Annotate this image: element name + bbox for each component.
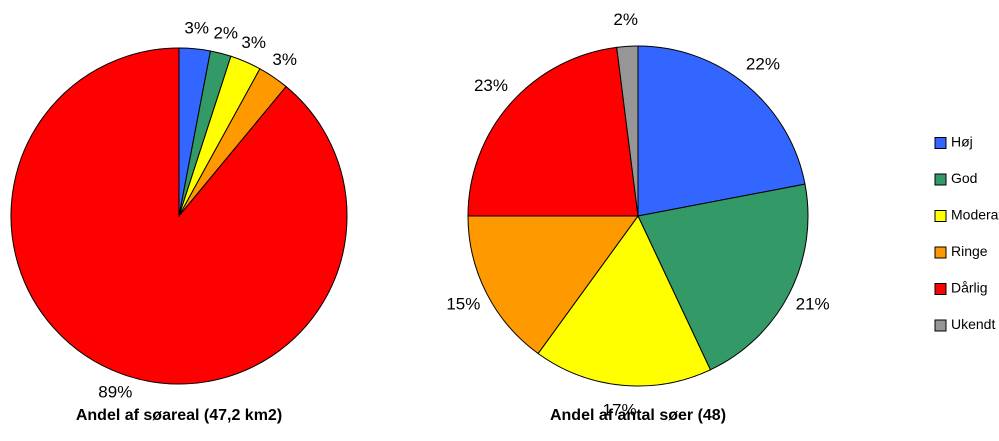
pie-slice: [467, 46, 639, 217]
legend-label: Dårlig: [951, 280, 988, 296]
legend-swatch: [934, 137, 947, 149]
legend-swatch: [934, 173, 947, 186]
data-label: 2%: [613, 10, 638, 29]
chart-title: Andel af antal søer (48): [550, 407, 726, 424]
data-label: 21%: [796, 294, 830, 313]
legend-label: God: [951, 170, 977, 186]
data-label: 3%: [272, 50, 297, 69]
chart-title: Andel af søareal (47,2 km2): [76, 407, 282, 424]
data-label: 89%: [98, 382, 132, 401]
legend-label: Moderat: [951, 207, 999, 223]
legend-label: Ukendt: [951, 316, 995, 332]
data-label: 15%: [446, 294, 480, 313]
data-label: 23%: [474, 76, 508, 95]
pie-slice: [10, 47, 348, 385]
legend-swatch: [934, 319, 947, 332]
data-label: 3%: [184, 18, 209, 37]
pie-slice: [637, 183, 809, 371]
pie-slice: [467, 215, 639, 355]
legend-swatch: [934, 283, 947, 295]
data-label: 3%: [241, 33, 266, 52]
pie-slice: [616, 45, 639, 217]
data-label: 2%: [213, 23, 238, 42]
data-label: 22%: [746, 54, 780, 73]
pie-slice: [637, 45, 806, 217]
data-label: 17%: [603, 401, 637, 420]
legend-label: Ringe: [951, 243, 988, 259]
legend-swatch: [934, 210, 947, 222]
legend-swatch: [934, 246, 947, 259]
pie-slice: [537, 215, 712, 387]
legend-label: Høj: [951, 134, 973, 150]
